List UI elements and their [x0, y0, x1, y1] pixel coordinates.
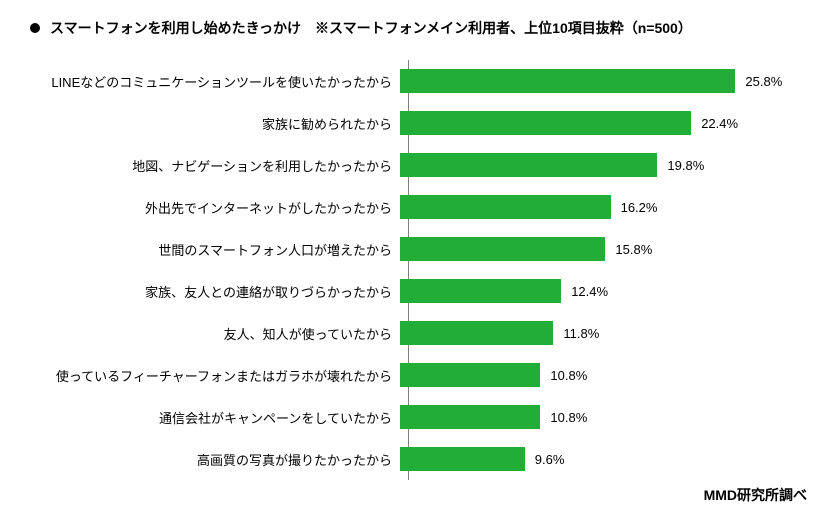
- chart-row: 家族、友人との連絡が取りづらかったから 12.4%: [30, 270, 807, 312]
- bar-value: 9.6%: [535, 452, 565, 467]
- bar-area: 25.8%: [400, 60, 807, 102]
- chart-title: スマートフォンを利用し始めたきっかけ ※スマートフォンメイン利用者、上位10項目…: [50, 18, 692, 38]
- bar-value: 11.8%: [563, 326, 599, 341]
- chart-row: LINEなどのコミュニケーションツールを使いたかったから 25.8%: [30, 60, 807, 102]
- bar: [400, 405, 540, 429]
- bar: [400, 237, 605, 261]
- bar-area: 10.8%: [400, 396, 807, 438]
- bar-label: 地図、ナビゲーションを利用したかったから: [30, 156, 400, 175]
- bar-value: 19.8%: [667, 158, 704, 173]
- bar: [400, 363, 540, 387]
- bar-label: 高画質の写真が撮りたかったから: [30, 450, 400, 469]
- bar: [400, 195, 611, 219]
- chart-container: スマートフォンを利用し始めたきっかけ ※スマートフォンメイン利用者、上位10項目…: [0, 0, 837, 517]
- bar-value: 22.4%: [701, 116, 738, 131]
- bar-area: 19.8%: [400, 144, 807, 186]
- bar-area: 15.8%: [400, 228, 807, 270]
- bar-area: 10.8%: [400, 354, 807, 396]
- bar-area: 11.8%: [400, 312, 807, 354]
- bar: [400, 111, 691, 135]
- bar-value: 10.8%: [550, 410, 587, 425]
- chart-row: 外出先でインターネットがしたかったから 16.2%: [30, 186, 807, 228]
- bar-label: LINEなどのコミュニケーションツールを使いたかったから: [30, 72, 400, 91]
- chart-row: 友人、知人が使っていたから 11.8%: [30, 312, 807, 354]
- chart-row: 高画質の写真が撮りたかったから 9.6%: [30, 438, 807, 480]
- bar-label: 使っているフィーチャーフォンまたはガラホが壊れたから: [30, 366, 400, 385]
- bar-area: 9.6%: [400, 438, 807, 480]
- bar: [400, 153, 657, 177]
- bar: [400, 69, 735, 93]
- bar-value: 15.8%: [615, 242, 652, 257]
- chart-row: 使っているフィーチャーフォンまたはガラホが壊れたから 10.8%: [30, 354, 807, 396]
- bar-value: 12.4%: [571, 284, 608, 299]
- chart-row: 通信会社がキャンペーンをしていたから 10.8%: [30, 396, 807, 438]
- bar-label: 友人、知人が使っていたから: [30, 324, 400, 343]
- title-bullet-icon: [30, 23, 40, 33]
- bar-area: 22.4%: [400, 102, 807, 144]
- bar-label: 外出先でインターネットがしたかったから: [30, 198, 400, 217]
- chart-footer: MMD研究所調べ: [704, 485, 807, 505]
- bar-label: 通信会社がキャンペーンをしていたから: [30, 408, 400, 427]
- chart-rows: LINEなどのコミュニケーションツールを使いたかったから 25.8% 家族に勧められ…: [30, 60, 807, 480]
- bar: [400, 447, 525, 471]
- bar-label: 家族、友人との連絡が取りづらかったから: [30, 282, 400, 301]
- chart-title-row: スマートフォンを利用し始めたきっかけ ※スマートフォンメイン利用者、上位10項目…: [30, 18, 807, 38]
- bar-value: 25.8%: [745, 74, 782, 89]
- chart-row: 地図、ナビゲーションを利用したかったから 19.8%: [30, 144, 807, 186]
- bar: [400, 279, 561, 303]
- chart-row: 家族に勧められたから 22.4%: [30, 102, 807, 144]
- bar-label: 家族に勧められたから: [30, 114, 400, 133]
- chart-row: 世間のスマートフォン人口が増えたから 15.8%: [30, 228, 807, 270]
- bar-value: 10.8%: [550, 368, 587, 383]
- bar-value: 16.2%: [621, 200, 658, 215]
- bar-area: 16.2%: [400, 186, 807, 228]
- bar-label: 世間のスマートフォン人口が増えたから: [30, 240, 400, 259]
- bar: [400, 321, 553, 345]
- bar-area: 12.4%: [400, 270, 807, 312]
